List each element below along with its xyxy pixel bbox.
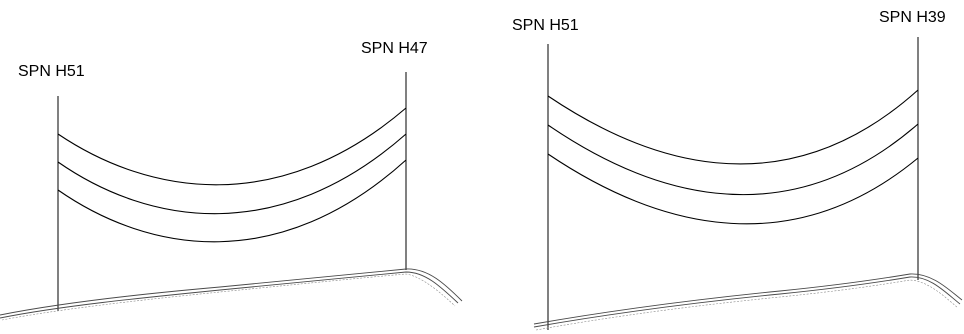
span-panel-left: SPN H51 SPN H47 [0,40,463,321]
end-pole-label-left: SPN H47 [361,40,428,57]
span-panel-right: SPN H51 SPN H39 [512,9,963,331]
conductor-bottom-right [547,153,919,225]
conductor-top-right [547,89,919,165]
conductor-middle-right [547,123,919,196]
conductor-bottom-left [57,159,407,243]
ground-profile-right [533,273,963,331]
start-pole-label-right: SPN H51 [512,17,579,34]
start-pole-label-left: SPN H51 [18,63,85,80]
ground-profile-left [0,268,463,321]
conductor-top-left [57,107,407,186]
end-pole-label-right: SPN H39 [879,9,946,26]
conductor-middle-left [57,133,407,215]
